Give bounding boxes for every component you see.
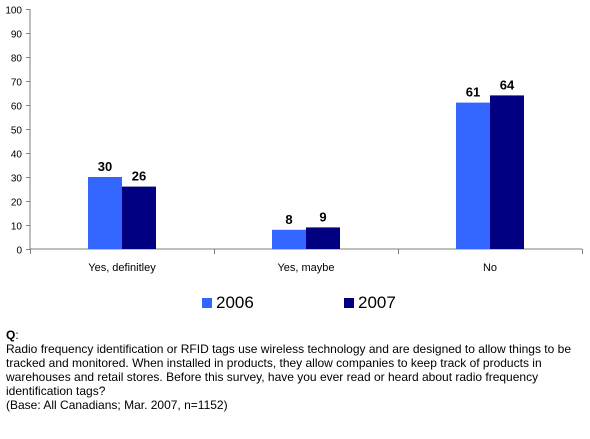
x-tick-label: No: [483, 262, 497, 274]
legend-swatch-2006: [202, 298, 212, 308]
y-tick-label: 90: [11, 30, 23, 41]
question-text: Radio frequency identification or RFID t…: [6, 342, 571, 398]
question-colon: :: [15, 328, 19, 342]
legend-label-2007: 2007: [358, 293, 396, 312]
data-label: 64: [500, 77, 515, 92]
y-tick-label: 40: [11, 150, 23, 161]
data-label: 61: [466, 85, 480, 100]
y-tick-label: 70: [11, 78, 23, 89]
y-tick-label: 20: [11, 198, 23, 209]
bar-2007: [490, 95, 524, 250]
question-heading: Q:: [6, 328, 586, 342]
y-tick-label: 0: [16, 246, 22, 257]
chart-labels: Yes, definitley 30 26 Yes, maybe 8 9 No 61 64: [88, 77, 515, 274]
legend-label-2006: 2006: [216, 293, 254, 312]
bar-2006: [456, 102, 490, 249]
survey-note: Q: Radio frequency identification or RFI…: [6, 328, 586, 412]
data-label: 26: [132, 169, 146, 184]
y-tick-label: 10: [11, 222, 23, 233]
data-label: 9: [319, 209, 326, 224]
data-label: 8: [285, 212, 292, 227]
legend-item-2007: 2007: [344, 293, 396, 313]
y-tick-label: 30: [11, 174, 23, 185]
legend-swatch-2007: [344, 298, 354, 308]
y-tick-label: 80: [11, 54, 23, 65]
y-tick-label: 60: [11, 102, 23, 113]
legend-item-2006: 2006: [202, 293, 254, 313]
bar-2007: [122, 186, 156, 249]
bar-2006: [272, 229, 306, 249]
chart-bars: [88, 95, 524, 250]
data-label: 30: [98, 159, 112, 174]
base-text: (Base: All Canadians; Mar. 2007, n=1152): [6, 398, 228, 412]
x-tick-label: Yes, definitley: [88, 262, 156, 274]
y-tick-label: 50: [11, 126, 23, 137]
bar-chart: 0 10 20 30 40 50 60 70 80 90 100 Yes, definitley 30…: [5, 6, 583, 274]
question-label: Q: [6, 328, 16, 342]
x-tick-label: Yes, maybe: [277, 262, 334, 274]
bar-2007: [306, 227, 340, 249]
bar-2006: [88, 177, 122, 249]
y-tick-label: 100: [5, 6, 22, 17]
